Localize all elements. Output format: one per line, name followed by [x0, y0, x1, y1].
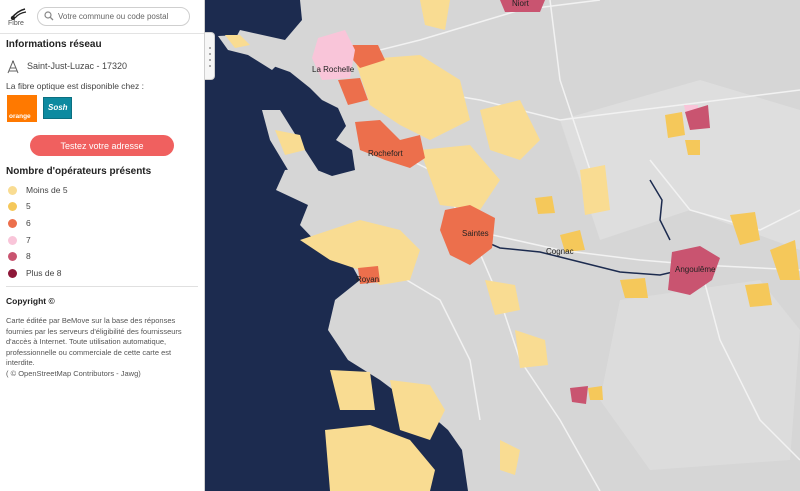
map-canvas[interactable]: Niort La Rochelle Rochefort Saintes Cogn…: [205, 0, 800, 491]
divider: [6, 286, 198, 287]
info-title: Informations réseau: [6, 39, 102, 50]
city-label: Rochefort: [368, 149, 403, 158]
legend-swatch: [8, 269, 17, 278]
coverage-8: [500, 0, 720, 404]
city-label: Niort: [512, 0, 530, 8]
copyright-title: Copyright ©: [6, 296, 55, 306]
map-view[interactable]: Niort La Rochelle Rochefort Saintes Cogn…: [205, 0, 800, 491]
copyright-attribution: ( © OpenStreetMap Contributors - Jawg): [6, 368, 141, 378]
legend-label: Moins de 5: [26, 185, 68, 195]
operator-orange-logo: orange: [7, 95, 37, 122]
legend-swatch: [8, 202, 17, 211]
land-texture: [560, 80, 800, 250]
operator-sosh-logo: Sosh: [43, 97, 72, 119]
roads: [339, 0, 800, 491]
legend-label: 5: [26, 201, 31, 211]
legend-swatch: [8, 186, 17, 195]
availability-text: La fibre optique est disponible chez :: [6, 81, 144, 91]
city-label: La Rochelle: [312, 65, 355, 74]
city-label: Saintes: [462, 229, 489, 238]
sidebar: Fibre Informations réseau Saint-Just-Luz…: [0, 0, 205, 491]
location-text: Saint-Just-Luzac - 17320: [27, 61, 128, 71]
logo-label: Fibre: [8, 20, 24, 27]
handle-grip: [209, 47, 211, 49]
city-labels: Niort La Rochelle Rochefort Saintes Cogn…: [312, 0, 716, 284]
city-label: Angoulême: [675, 265, 716, 274]
legend-label: 7: [26, 235, 31, 245]
coverage-moins-de-5: [225, 0, 610, 491]
legend-title: Nombre d'opérateurs présents: [6, 166, 152, 177]
operator-label: Sosh: [48, 103, 68, 112]
coverage-5: [535, 112, 800, 400]
operator-label: orange: [9, 113, 31, 120]
city-label: Cognac: [546, 247, 574, 256]
rivers: [469, 179, 691, 276]
fibre-logo-icon[interactable]: [8, 6, 30, 30]
city-label: Royan: [356, 275, 379, 284]
copyright-text: Carte éditée par BeMove sur la base des …: [6, 316, 196, 379]
handle-grip: [209, 65, 211, 67]
legend-label: 6: [26, 218, 31, 228]
legend-swatch: [8, 252, 17, 261]
legend-label: 8: [26, 251, 31, 261]
handle-grip: [209, 59, 211, 61]
handle-grip: [209, 53, 211, 55]
copyright-body: Carte éditée par BeMove sur la base des …: [6, 316, 182, 367]
search-input[interactable]: [58, 9, 184, 24]
coverage-6: [338, 45, 495, 284]
location-icon: [7, 60, 19, 74]
legend-swatch: [8, 219, 17, 228]
sidebar-toggle-handle[interactable]: [205, 32, 215, 80]
search-icon: [44, 11, 54, 21]
land-texture: [600, 280, 800, 470]
search-box[interactable]: [37, 7, 190, 26]
legend-swatch: [8, 236, 17, 245]
legend-label: Plus de 8: [26, 268, 62, 278]
test-address-button[interactable]: Testez votre adresse: [30, 135, 174, 156]
top-bar: Fibre: [0, 0, 204, 34]
